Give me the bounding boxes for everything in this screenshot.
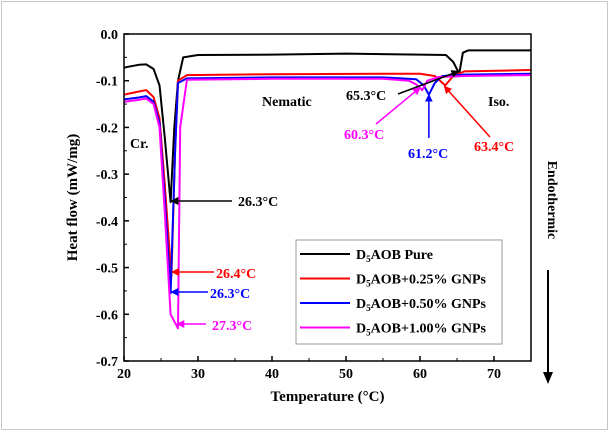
annotation-blue-26: 26.3°C bbox=[210, 287, 250, 302]
annotation-arrow-black-65 bbox=[397, 70, 460, 95]
x-tick-label: 50 bbox=[339, 367, 353, 382]
series-line-2 bbox=[123, 72, 532, 295]
annotation-black-26: 26.3°C bbox=[238, 195, 278, 210]
series-line-3 bbox=[123, 74, 532, 330]
legend-box bbox=[295, 239, 503, 345]
annotation-iso-label: Iso. bbox=[488, 95, 509, 110]
annotation-arrow-red-63 bbox=[443, 85, 491, 138]
annotation-nematic-label: Nematic bbox=[262, 95, 312, 110]
legend-label-1: D5AOB+0.25% GNPs bbox=[356, 273, 486, 289]
y-tick-label: -0.1 bbox=[96, 75, 118, 90]
annotation-magenta-60: 60.3°C bbox=[344, 128, 384, 143]
annotation-arrow-magenta-60 bbox=[375, 87, 421, 125]
x-tick-label: 60 bbox=[413, 367, 427, 382]
annotation-crystal-label: Cr. bbox=[130, 137, 149, 152]
y-tick-label: -0.7 bbox=[96, 355, 118, 370]
y-tick-label: -0.4 bbox=[96, 215, 118, 230]
annotation-red-26: 26.4°C bbox=[216, 267, 256, 282]
y-tick-label: 0.0 bbox=[101, 28, 119, 43]
y-axis-label: Heat flow (mW/mg) bbox=[65, 134, 81, 261]
x-tick-label: 40 bbox=[265, 367, 279, 382]
y-tick-label: -0.6 bbox=[96, 308, 118, 323]
x-tick-label: 70 bbox=[487, 367, 501, 382]
x-tick-label: 20 bbox=[117, 367, 131, 382]
endothermic-label: Endothermic bbox=[544, 161, 559, 240]
y-tick-label: -0.5 bbox=[96, 262, 118, 277]
annotation-black-65: 65.3°C bbox=[346, 89, 386, 104]
annotation-blue-61: 61.2°C bbox=[408, 147, 448, 162]
annotation-red-63: 63.4°C bbox=[474, 140, 514, 155]
legend-label-3: D5AOB+1.00% GNPs bbox=[356, 322, 486, 338]
legend-label-0: D5AOB Pure bbox=[356, 248, 433, 264]
annotation-magenta-27: 27.3°C bbox=[212, 319, 252, 334]
x-tick-label: 30 bbox=[191, 367, 205, 382]
series-line-1 bbox=[123, 69, 532, 278]
endothermic-arrowhead bbox=[543, 372, 553, 384]
y-tick-label: -0.3 bbox=[96, 168, 118, 183]
legend-label-2: D5AOB+0.50% GNPs bbox=[356, 297, 486, 313]
x-axis-label: Temperature (°C) bbox=[271, 389, 385, 405]
y-tick-label: -0.2 bbox=[96, 121, 118, 136]
